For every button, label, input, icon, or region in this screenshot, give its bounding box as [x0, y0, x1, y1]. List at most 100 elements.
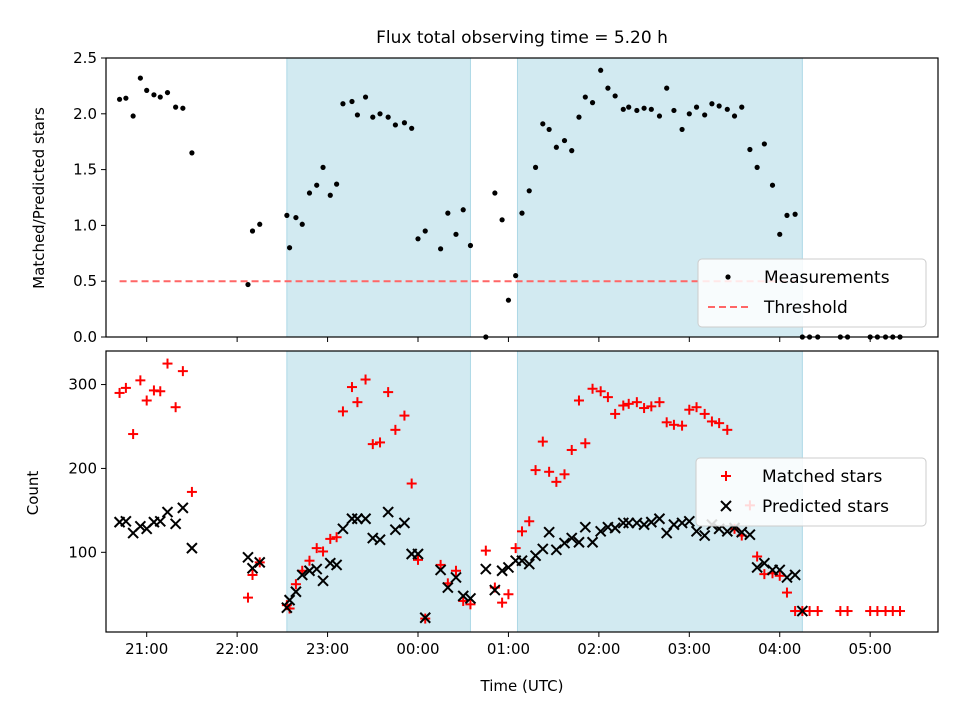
- legend: Measurements Threshold: [697, 258, 927, 328]
- measurement-point: [605, 85, 611, 91]
- measurement-point: [257, 221, 263, 227]
- predicted-star-marker: [389, 523, 402, 536]
- measurement-point: [438, 246, 444, 252]
- matched-star-marker: [352, 397, 363, 408]
- measurement-point: [569, 148, 575, 154]
- y-tick-label: 1.0: [73, 216, 97, 234]
- matched-star-marker: [120, 382, 131, 393]
- legend: Matched stars Predicted stars: [695, 457, 927, 527]
- x-tick-label: 23:00: [306, 640, 349, 658]
- matched-star-marker: [781, 587, 792, 598]
- legend-measurement-marker: [725, 274, 731, 280]
- measurement-point: [546, 126, 552, 133]
- matched-star-marker: [503, 589, 514, 600]
- measurement-point: [116, 96, 123, 102]
- predicted-star-marker: [281, 601, 293, 614]
- predicted-star-marker: [450, 571, 462, 584]
- predicted-star-marker: [537, 543, 549, 555]
- matched-star-marker: [842, 606, 853, 617]
- measurement-point: [284, 212, 290, 218]
- measurement-point: [739, 104, 745, 110]
- matched-star-marker: [774, 570, 785, 581]
- matched-star-marker: [304, 555, 315, 566]
- measurement-point: [249, 228, 256, 234]
- matched-star-marker: [587, 383, 598, 394]
- matched-star-marker: [318, 546, 329, 557]
- matched-star-marker: [714, 418, 725, 429]
- matched-star-marker: [602, 392, 613, 403]
- measurement-point: [656, 113, 663, 119]
- matched-star-marker: [135, 375, 146, 386]
- measurement-point: [540, 121, 546, 127]
- matched-star-marker: [162, 358, 173, 369]
- ratio-panel: 0.0 0.5 1.0 1.5 2.0 2.5 Measurements Threshold: [73, 49, 939, 346]
- matched-star-marker: [595, 386, 606, 397]
- measurement-point: [648, 106, 654, 112]
- x-axis-label: Time (UTC): [480, 677, 564, 695]
- y-tick-label: 2.0: [73, 105, 97, 123]
- x-tick-label: 00:00: [396, 640, 439, 658]
- measurement-point: [716, 103, 722, 109]
- matched-star-marker: [691, 402, 702, 413]
- y-axis-label-bottom: Count: [24, 471, 42, 516]
- predicted-star-marker: [496, 565, 508, 577]
- y-tick-label: 100: [68, 543, 97, 561]
- measurement-point: [123, 95, 129, 101]
- measurement-point: [453, 231, 459, 237]
- measurement-point: [144, 87, 150, 93]
- measurement-point: [409, 125, 415, 131]
- predicted-star-marker: [781, 571, 793, 584]
- measurement-point: [693, 104, 700, 110]
- matched-star-marker: [573, 395, 584, 406]
- matched-star-marker: [390, 424, 401, 435]
- matched-star-marker: [722, 424, 733, 435]
- matched-star-marker: [510, 543, 521, 554]
- legend-label: Matched stars: [762, 467, 882, 487]
- predicted-star-marker: [120, 515, 132, 527]
- predicted-star-marker: [254, 556, 266, 569]
- predicted-star-marker: [594, 525, 607, 538]
- predicted-star-marker: [721, 525, 733, 538]
- predicted-star-marker: [796, 605, 809, 617]
- predicted-star-marker: [698, 529, 711, 542]
- matched-star-marker: [337, 406, 348, 417]
- matched-star-marker: [497, 597, 508, 608]
- measurement-point: [598, 67, 604, 73]
- predicted-star-marker: [744, 528, 756, 541]
- measurement-point: [362, 94, 369, 100]
- measurement-point: [777, 231, 783, 237]
- predicted-star-marker: [543, 526, 555, 538]
- matched-star-marker: [450, 565, 461, 576]
- matched-star-marker: [383, 387, 394, 398]
- matched-star-marker: [360, 374, 371, 385]
- matched-star-marker: [661, 417, 672, 428]
- measurement-point: [671, 107, 677, 114]
- predicted-star-marker: [398, 517, 411, 529]
- measurement-point: [686, 111, 692, 117]
- predicted-star-marker: [419, 612, 431, 624]
- matched-star-marker: [812, 606, 823, 617]
- matched-star-marker: [544, 466, 555, 477]
- measurement-point: [792, 211, 798, 217]
- measurement-point: [467, 242, 474, 249]
- y-tick-label: 0.0: [73, 328, 97, 346]
- measurement-point: [460, 207, 466, 213]
- measurement-point: [151, 92, 157, 98]
- legend-box: [697, 258, 927, 328]
- predicted-star-marker: [789, 569, 801, 581]
- measurement-point: [445, 210, 451, 216]
- measurement-point: [589, 100, 596, 106]
- matched-star-marker: [247, 569, 258, 580]
- predicted-star-marker: [382, 506, 394, 518]
- matched-star-marker: [895, 606, 906, 617]
- matched-star-marker: [618, 400, 629, 411]
- matched-star-marker: [413, 554, 423, 565]
- axes-frame: [105, 350, 939, 633]
- measurement-point: [754, 164, 760, 170]
- measurement-point: [293, 214, 299, 221]
- matched-star-marker: [435, 559, 446, 570]
- measurement-point: [513, 273, 519, 279]
- predicted-star-marker: [758, 557, 771, 569]
- predicted-star-marker: [296, 569, 308, 581]
- matched-star-marker: [375, 437, 386, 448]
